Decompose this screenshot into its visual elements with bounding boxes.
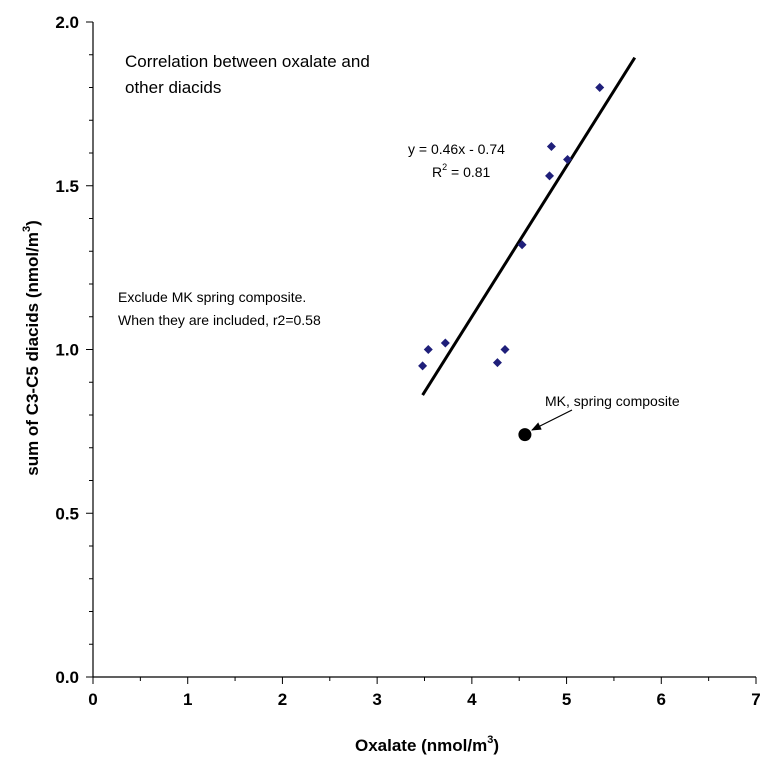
note-line2: When they are included, r2=0.58 [118,312,321,328]
y-tick-label: 1.0 [55,341,79,360]
x-tick-label: 7 [751,690,760,709]
x-tick-label: 2 [278,690,287,709]
axes [86,21,757,684]
x-tick-label: 3 [372,690,381,709]
y-tick-label: 0.5 [55,504,79,523]
y-tick-label: 0.0 [55,668,79,687]
data-points [418,83,605,442]
chart-title-line1: Correlation between oxalate and [125,52,370,71]
data-point-diamond [595,83,605,92]
x-tick-label: 4 [467,690,477,709]
data-point-diamond [418,361,428,371]
y-tick-label: 1.5 [55,177,79,196]
y-axis-title: sum of C3-C5 diacids (nmol/m3) [21,220,42,476]
data-point-diamond [545,171,555,181]
x-tick-label: 0 [88,690,97,709]
data-point-diamond [492,358,502,368]
x-tick-labels: 0 1 2 3 4 5 6 7 [88,690,760,709]
data-point-diamond [563,155,573,165]
data-point-diamond [423,345,433,354]
y-tick-label: 2.0 [55,13,79,32]
data-point-diamond [440,338,450,348]
x-axis-title: Oxalate (nmol/m3) [355,734,499,755]
y-tick-labels: 0.0 0.5 1.0 1.5 2.0 [55,13,79,687]
outlier-label: MK, spring composite [545,393,680,409]
data-point-diamond [500,345,510,354]
x-tick-label: 5 [562,690,571,709]
x-tick-label: 1 [183,690,192,709]
trend-equation: y = 0.46x - 0.74 [408,141,505,157]
data-point-diamond [546,141,556,151]
outlier-arrow [531,409,573,431]
note-line1: Exclude MK spring composite. [118,289,306,305]
data-point-circle [518,428,532,442]
chart-title-line2: other diacids [125,78,221,97]
trendline [421,56,637,396]
trend-r2: R2 = 0.81 [432,162,491,180]
x-tick-label: 6 [657,690,666,709]
data-point-diamond [517,240,527,250]
